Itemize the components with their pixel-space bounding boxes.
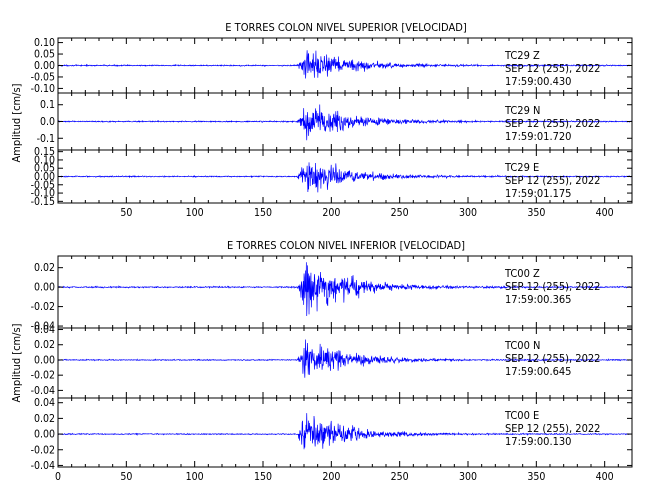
x-tick-label: 350: [527, 471, 545, 483]
station-component-label: TC29 E: [504, 161, 539, 174]
station-component-label: TC29 Z: [504, 49, 540, 62]
trace-time-label: 17:59:00.430: [505, 75, 571, 88]
trace-date-label: SEP 12 (255), 2022: [505, 422, 600, 435]
waveform-trace: [58, 162, 632, 193]
station-component-label: TC29 N: [504, 104, 540, 117]
y-tick-label: 0.15: [34, 146, 55, 158]
x-tick-label: 50: [120, 471, 132, 483]
y-tick-label: -0.15: [31, 196, 55, 208]
y-tick-label: 0.05: [34, 163, 55, 175]
trace-time-label: 17:59:01.175: [505, 187, 571, 200]
y-tick-label: -0.05: [31, 71, 55, 83]
y-tick-label: 0.0: [40, 116, 55, 128]
x-tick-label: 250: [391, 471, 409, 483]
x-tick-label: 150: [254, 207, 272, 219]
y-tick-label: 0.1: [40, 99, 55, 111]
trace-date-label: SEP 12 (255), 2022: [505, 117, 600, 130]
x-tick-label: 100: [186, 207, 204, 219]
y-tick-label: 0.00: [34, 429, 55, 441]
trace-date-label: SEP 12 (255), 2022: [505, 280, 600, 293]
y-axis-label: Amplitud [cm/s]: [10, 323, 23, 402]
y-tick-label: -0.10: [31, 188, 55, 200]
y-tick-label: 0.04: [34, 397, 55, 409]
y-tick-label: 0.02: [34, 413, 55, 425]
y-tick-label: 0.10: [34, 154, 55, 166]
x-tick-label: 400: [596, 471, 614, 483]
trace-date-label: SEP 12 (255), 2022: [505, 352, 600, 365]
y-tick-label: -0.02: [31, 370, 55, 382]
y-tick-label: -0.10: [31, 83, 55, 95]
x-tick-label: 150: [254, 471, 272, 483]
y-tick-label: -0.04: [31, 321, 55, 333]
station-component-label: TC00 E: [504, 409, 539, 422]
station-component-label: TC00 Z: [504, 267, 540, 280]
station-component-label: TC00 N: [504, 339, 540, 352]
x-tick-label: 200: [322, 471, 340, 483]
y-tick-label: 0.05: [34, 49, 55, 61]
y-tick-label: -0.04: [31, 460, 55, 472]
x-tick-label: 250: [391, 207, 409, 219]
y-tick-label: 0.04: [34, 324, 55, 336]
y-tick-label: 0.00: [34, 171, 55, 183]
x-tick-label: 350: [527, 207, 545, 219]
x-tick-label: 100: [186, 471, 204, 483]
waveform-trace: [58, 50, 632, 79]
trace-date-label: SEP 12 (255), 2022: [505, 174, 600, 187]
x-tick-label: 300: [459, 471, 477, 483]
y-tick-label: -0.05: [31, 179, 55, 191]
trace-time-label: 17:59:01.720: [505, 130, 571, 143]
waveform-trace: [58, 339, 632, 378]
x-tick-label: 200: [322, 207, 340, 219]
y-tick-label: -0.04: [31, 385, 55, 397]
upper-level-seismogram-chart: E TORRES COLON NIVEL SUPERIOR [VELOCIDAD…: [10, 21, 633, 219]
waveform-trace: [58, 262, 632, 316]
y-tick-label: 0.00: [34, 60, 55, 72]
x-tick-label: 0: [55, 471, 61, 483]
x-tick-label: 300: [459, 207, 477, 219]
x-tick-label: 50: [120, 207, 132, 219]
trace-date-label: SEP 12 (255), 2022: [505, 62, 600, 75]
y-axis-label: Amplitud [cm/s]: [10, 83, 23, 162]
trace-panel-tc29-e: 0.150.100.050.00-0.05-0.10-0.15 TC29 ESEP…: [31, 146, 633, 219]
y-tick-label: 0.02: [34, 339, 55, 351]
trace-time-label: 17:59:00.645: [505, 365, 571, 378]
y-tick-label: 0.00: [34, 354, 55, 366]
lower-level-seismogram-chart: E TORRES COLON NIVEL INFERIOR [VELOCIDAD…: [10, 239, 633, 483]
y-tick-label: 0.10: [34, 37, 55, 49]
trace-time-label: 17:59:00.365: [505, 293, 571, 306]
y-tick-label: -0.02: [31, 301, 55, 313]
trace-time-label: 17:59:00.130: [505, 435, 571, 448]
y-tick-label: 0.00: [34, 282, 55, 294]
y-tick-label: 0.02: [34, 262, 55, 274]
y-tick-label: -0.1: [37, 133, 55, 145]
chart-title: E TORRES COLON NIVEL SUPERIOR [VELOCIDAD…: [225, 21, 467, 34]
y-tick-label: -0.02: [31, 444, 55, 456]
waveform-trace: [58, 104, 632, 141]
waveform-trace: [58, 413, 632, 450]
chart-title: E TORRES COLON NIVEL INFERIOR [VELOCIDAD…: [227, 239, 465, 252]
x-tick-label: 400: [596, 207, 614, 219]
